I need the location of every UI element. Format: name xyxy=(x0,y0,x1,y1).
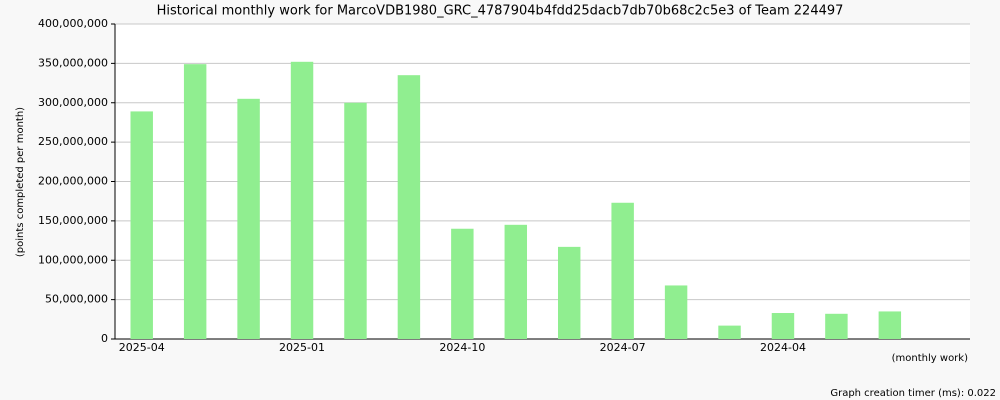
y-tick-label: 250,000,000 xyxy=(38,135,108,148)
bar xyxy=(397,75,421,339)
bar xyxy=(183,64,207,339)
bar xyxy=(290,61,314,340)
y-tick-label: 200,000,000 xyxy=(38,175,108,188)
y-tick-label: 150,000,000 xyxy=(38,214,108,227)
chart-title: Historical monthly work for MarcoVDB1980… xyxy=(157,4,844,19)
y-tick-label: 100,000,000 xyxy=(38,253,108,266)
x-tick-label: 2024-04 xyxy=(760,341,806,354)
bar xyxy=(504,224,528,339)
y-tick-label: 350,000,000 xyxy=(38,56,108,69)
y-axis-label: (points completed per month) xyxy=(15,107,26,257)
y-tick-label: 300,000,000 xyxy=(38,96,108,109)
bar xyxy=(451,228,474,339)
x-tick-label: 2024-07 xyxy=(600,341,646,354)
bar xyxy=(130,111,153,339)
x-axis-label: (monthly work) xyxy=(892,353,968,364)
x-tick-label: 2024-10 xyxy=(439,341,485,354)
bar xyxy=(771,313,795,339)
bar xyxy=(878,311,902,339)
y-tick-label: 0 xyxy=(101,332,108,345)
bar xyxy=(718,325,741,339)
y-tick-label: 50,000,000 xyxy=(45,293,108,306)
bar xyxy=(237,98,260,339)
footer: Graph creation timer (ms): 0.022 xyxy=(830,388,996,399)
bar xyxy=(557,246,581,339)
bar xyxy=(344,102,367,339)
y-tick-label: 400,000,000 xyxy=(38,17,108,30)
bar xyxy=(825,313,848,339)
x-tick-label: 2025-01 xyxy=(279,341,325,354)
bar xyxy=(664,285,688,339)
x-tick-label: 2025-04 xyxy=(119,341,165,354)
bar xyxy=(611,202,634,339)
